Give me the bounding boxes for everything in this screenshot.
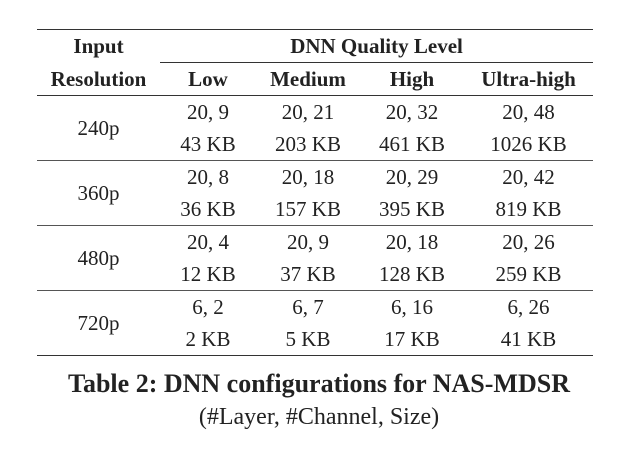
layers-channels-cell: 6, 16 (391, 295, 433, 319)
quality-level-group-header: DNN Quality Level (160, 29, 594, 63)
size-cell: 203 KB (256, 128, 360, 161)
resolution-cell: 360p (37, 160, 160, 226)
table-row: 43 KB 203 KB 461 KB 1026 KB (37, 128, 594, 161)
table-row: 36 KB 157 KB 395 KB 819 KB (37, 193, 594, 226)
size-cell: 157 KB (256, 193, 360, 226)
level-header-ultra-high: Ultra-high (464, 62, 594, 96)
table-row: 240p 20, 9 20, 21 20, 32 20, 48 (37, 95, 593, 161)
size-cell: 819 KB (464, 193, 594, 226)
resolution-cell: 480p (37, 225, 160, 291)
size-cell: 2 KB (160, 323, 256, 356)
dnn-config-table: Input DNN Quality Level Resolution Low M… (37, 29, 594, 356)
size-cell: 461 KB (360, 128, 464, 161)
table-row: 480p 20, 4 20, 9 20, 18 20, 26 (37, 225, 593, 291)
layers-channels-cell: 20, 18 (385, 230, 439, 254)
resolution-cell: 720p (37, 290, 160, 356)
layers-channels-cell: 20, 9 (187, 100, 229, 124)
input-header-line2: Resolution (37, 62, 160, 96)
size-cell: 37 KB (256, 258, 360, 291)
size-cell: 395 KB (360, 193, 464, 226)
size-cell: 12 KB (160, 258, 256, 291)
input-header-line1: Input (37, 29, 160, 63)
layers-channels-cell: 20, 9 (287, 230, 329, 254)
layers-channels-cell: 20, 4 (187, 230, 229, 254)
table-row: 12 KB 37 KB 128 KB 259 KB (37, 258, 594, 291)
layers-channels-cell: 20, 48 (502, 100, 555, 124)
caption-title: Table 2: DNN configurations for NAS-MDSR (68, 369, 570, 398)
layers-channels-cell: 20, 21 (281, 100, 335, 124)
size-cell: 1026 KB (464, 128, 594, 161)
size-cell: 259 KB (464, 258, 594, 291)
level-header-medium: Medium (256, 62, 360, 96)
table-row: 360p 20, 8 20, 18 20, 29 20, 42 (37, 160, 593, 226)
level-header-low: Low (160, 62, 256, 96)
table-row: 720p 6, 2 6, 7 6, 16 6, 26 (37, 290, 593, 356)
caption-subtitle: (#Layer, #Channel, Size) (198, 404, 440, 430)
level-header-high: High (360, 62, 464, 96)
layers-channels-cell: 6, 7 (292, 295, 324, 319)
layers-channels-cell: 6, 26 (507, 295, 550, 319)
layers-channels-cell: 20, 29 (385, 165, 439, 189)
layers-channels-cell: 20, 42 (502, 165, 555, 189)
table-caption: Table 2: DNN configurations for NAS-MDSR… (0, 367, 638, 433)
size-cell: 128 KB (360, 258, 464, 291)
size-cell: 5 KB (256, 323, 360, 356)
layers-channels-cell: 20, 32 (385, 100, 439, 124)
size-cell: 43 KB (160, 128, 256, 161)
dnn-config-table-container: Input DNN Quality Level Resolution Low M… (37, 29, 594, 356)
layers-channels-cell: 6, 2 (192, 295, 224, 319)
layers-channels-cell: 20, 18 (281, 165, 335, 189)
layers-channels-cell: 20, 8 (187, 165, 229, 189)
resolution-cell: 240p (37, 95, 160, 161)
size-cell: 36 KB (160, 193, 256, 226)
table-row: 2 KB 5 KB 17 KB 41 KB (37, 323, 594, 356)
size-cell: 17 KB (360, 323, 464, 356)
layers-channels-cell: 20, 26 (502, 230, 555, 254)
size-cell: 41 KB (464, 323, 594, 356)
